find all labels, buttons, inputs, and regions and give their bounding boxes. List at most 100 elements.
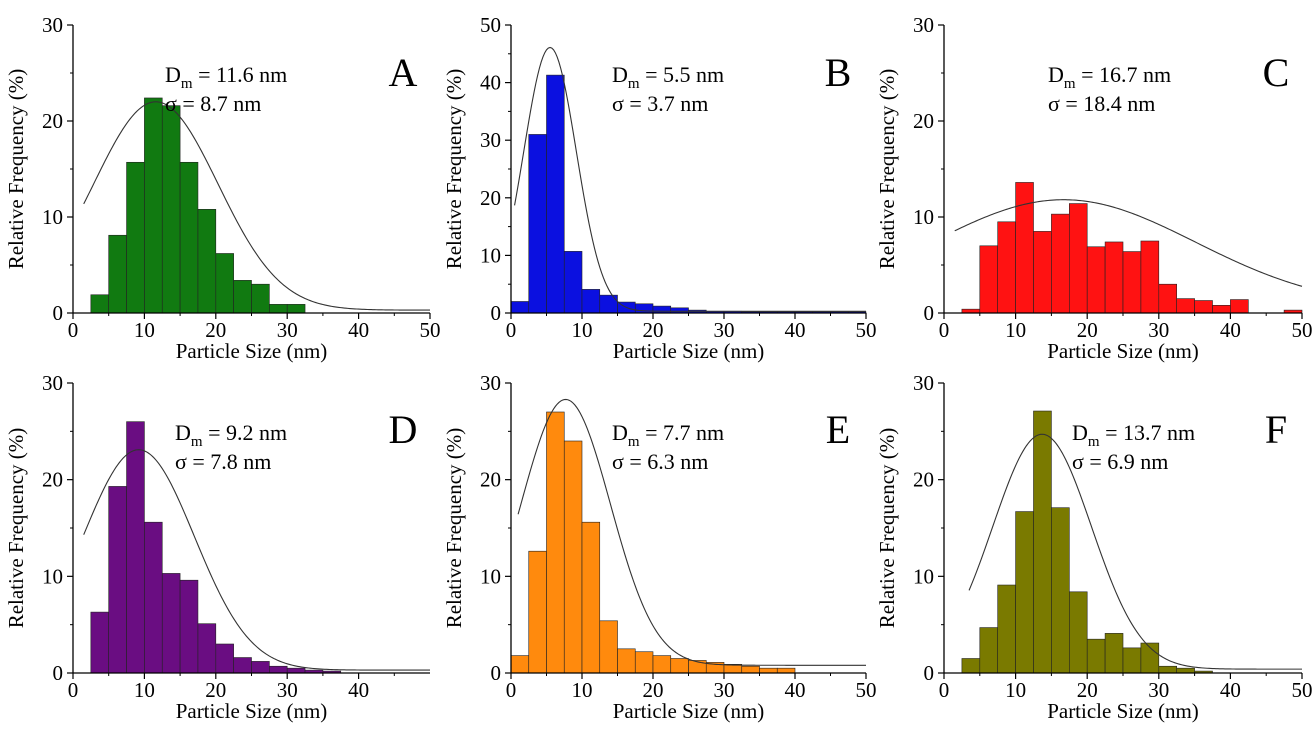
histogram-bar	[759, 667, 778, 674]
histogram-bar	[1086, 246, 1106, 314]
histogram-bar	[1033, 231, 1052, 314]
x-tick-label: 50	[856, 318, 877, 342]
y-tick-label: 0	[924, 661, 935, 685]
y-tick-label: 40	[480, 71, 501, 95]
mean-annotation: Dm = 11.6 nm	[165, 62, 287, 92]
fit-curve	[83, 449, 430, 671]
histogram-bar	[652, 655, 672, 674]
x-tick-label: 20	[643, 318, 664, 342]
x-tick-label: 30	[277, 318, 298, 342]
fit-curve	[968, 433, 1302, 670]
y-axis-label: Relative Frequency (%)	[4, 69, 28, 270]
mean-subscript: m	[628, 76, 640, 92]
y-tick-label: 0	[924, 301, 935, 325]
mean-annotation: Dm = 13.7 nm	[1072, 420, 1195, 450]
x-tick-label: 40	[785, 318, 806, 342]
histogram-bar	[179, 579, 199, 674]
histogram-bar	[179, 161, 199, 314]
histogram-bar	[1086, 638, 1106, 674]
y-axis-label: Relative Frequency (%)	[875, 428, 899, 629]
y-axis-label: Relative Frequency (%)	[4, 428, 28, 629]
x-axis-label: Particle Size (nm)	[1047, 339, 1199, 363]
mean-symbol: D	[612, 62, 628, 87]
x-axis-label: Particle Size (nm)	[613, 699, 765, 723]
histogram-bar	[251, 661, 270, 674]
x-tick-label: 10	[1005, 318, 1026, 342]
histogram-bar	[286, 304, 306, 314]
y-tick-label: 0	[491, 301, 502, 325]
y-tick-label: 0	[53, 661, 64, 685]
histogram-bar	[776, 667, 796, 674]
y-tick-label: 20	[42, 109, 63, 133]
histogram-bar	[510, 301, 530, 314]
panel-letter: C	[1263, 50, 1290, 95]
panel-letter: A	[389, 50, 418, 95]
histogram-bar	[670, 658, 689, 674]
x-tick-label: 20	[205, 678, 226, 702]
x-tick-label: 50	[1292, 318, 1313, 342]
panel-b: 0 10 20 30 40 50 0 10 20 30 40 50 Particle Size (nm)…	[442, 13, 877, 363]
mean-subscript: m	[1088, 434, 1100, 450]
y-tick-label: 20	[913, 468, 934, 492]
histogram-bar	[528, 550, 547, 674]
mean-value: = 11.6 nm	[193, 62, 288, 87]
histogram-bar	[108, 486, 127, 674]
y-axis-label: Relative Frequency (%)	[442, 428, 466, 629]
fit-curve	[954, 199, 1303, 287]
histogram-bar	[997, 221, 1016, 314]
x-tick-label: 10	[134, 318, 155, 342]
y-tick-label: 10	[913, 205, 934, 229]
histogram-bar	[1122, 251, 1142, 314]
histogram-bar	[1069, 203, 1088, 314]
histogram-bar	[1122, 647, 1142, 674]
x-tick-label: 50	[856, 678, 877, 702]
x-tick-label: 0	[939, 318, 950, 342]
y-tick-label: 10	[480, 243, 501, 267]
histogram-bar	[215, 253, 234, 314]
x-tick-label: 30	[714, 318, 735, 342]
mean-value: = 16.7 nm	[1076, 62, 1172, 87]
x-tick-label: 10	[572, 678, 593, 702]
histogram-bar	[1176, 298, 1195, 314]
histogram-bar	[1015, 182, 1034, 314]
x-tick-label: 0	[506, 678, 517, 702]
x-tick-label: 40	[1220, 318, 1241, 342]
x-tick-label: 30	[1148, 318, 1169, 342]
histogram-bar	[161, 573, 181, 674]
y-tick-label: 30	[913, 13, 934, 37]
y-axis-label: Relative Frequency (%)	[875, 69, 899, 270]
y-tick-label: 30	[480, 128, 501, 152]
mean-annotation: Dm = 16.7 nm	[1048, 62, 1171, 92]
y-tick-label: 10	[480, 564, 501, 588]
histogram-bar	[126, 421, 145, 674]
histogram-bar	[126, 161, 145, 314]
histogram-bar	[581, 289, 601, 314]
x-tick-label: 50	[1292, 678, 1313, 702]
x-tick-label: 20	[1077, 318, 1098, 342]
x-axis-label: Particle Size (nm)	[176, 699, 328, 723]
x-tick-label: 40	[348, 318, 369, 342]
x-tick-label: 40	[1220, 678, 1241, 702]
histogram-bar	[90, 294, 109, 314]
x-tick-label: 30	[714, 678, 735, 702]
x-tick-label: 30	[1148, 678, 1169, 702]
histogram-bar	[144, 521, 163, 674]
y-tick-label: 20	[42, 468, 63, 492]
sigma-annotation: σ = 6.9 nm	[1072, 449, 1168, 474]
x-tick-label: 20	[205, 318, 226, 342]
mean-symbol: D	[1048, 62, 1064, 87]
x-tick-label: 40	[785, 678, 806, 702]
histogram-bar	[979, 627, 998, 674]
y-tick-label: 0	[53, 301, 64, 325]
x-tick-label: 10	[572, 318, 593, 342]
y-axis-label: Relative Frequency (%)	[442, 69, 466, 270]
histogram-bar	[634, 651, 654, 674]
histogram-bar	[161, 105, 181, 314]
mean-symbol: D	[165, 62, 181, 87]
fit-curve	[514, 46, 866, 312]
histogram-bar	[979, 245, 998, 314]
y-tick-label: 10	[42, 564, 63, 588]
